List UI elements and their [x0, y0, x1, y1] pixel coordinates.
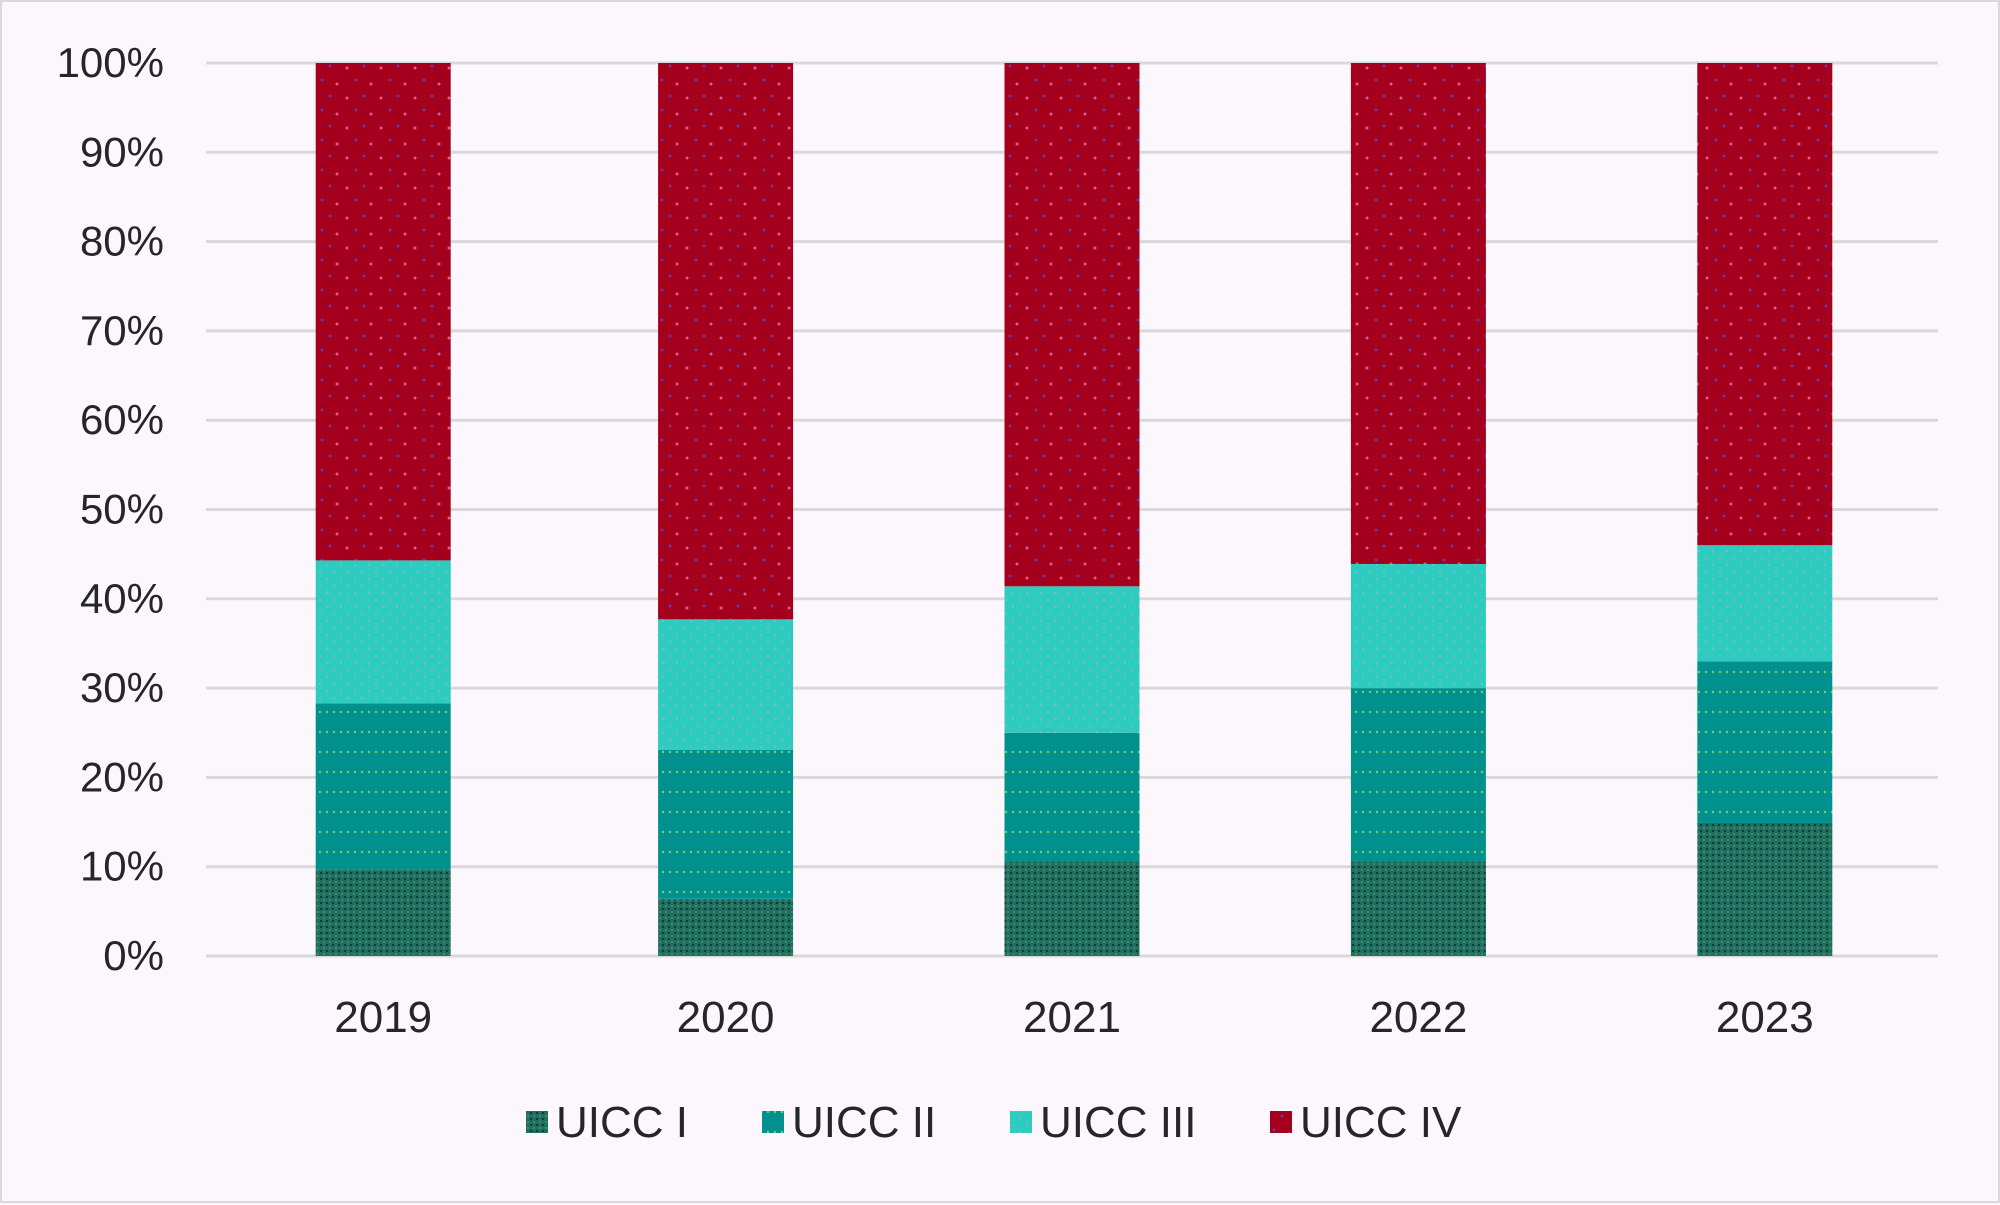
bar-segment-uicc-iii-2021: [1004, 586, 1140, 733]
legend-item-uicc-i: UICC I: [526, 1098, 688, 1147]
y-tick-label: 70%: [80, 307, 164, 354]
bar-segment-uicc-iii-2023: [1697, 545, 1833, 662]
bar-segment-uicc-ii-2021: [1004, 732, 1140, 862]
bar-segment-uicc-iv-2022: [1350, 63, 1486, 564]
bar-segment-uicc-iv-2023: [1697, 63, 1833, 546]
x-tick-label: 2020: [677, 993, 775, 1042]
legend-swatch: [1010, 1111, 1032, 1133]
y-tick-label: 50%: [80, 486, 164, 533]
legend-swatch: [762, 1111, 784, 1133]
legend-label: UICC IV: [1300, 1098, 1462, 1147]
bar-segment-uicc-iv-2019: [315, 63, 451, 561]
bar-segment-uicc-ii-2023: [1697, 661, 1833, 823]
bar-segment-uicc-iii-2019: [315, 560, 451, 704]
legend-swatch: [1270, 1111, 1292, 1133]
y-tick-label: 80%: [80, 218, 164, 265]
bar-segment-uicc-i-2021: [1004, 861, 1140, 956]
legend-item-uicc-iv: UICC IV: [1270, 1098, 1462, 1147]
y-tick-label: 100%: [57, 39, 164, 86]
bar-segment-uicc-iii-2020: [658, 619, 794, 750]
bar-segment-uicc-ii-2022: [1350, 688, 1486, 862]
legend-swatch: [526, 1111, 548, 1133]
legend-label: UICC I: [556, 1098, 688, 1147]
legend-item-uicc-ii: UICC II: [762, 1098, 936, 1147]
x-tick-label: 2019: [334, 993, 432, 1042]
bar-segment-uicc-iii-2022: [1350, 563, 1486, 689]
y-tick-label: 20%: [80, 753, 164, 800]
y-tick-label: 30%: [80, 664, 164, 711]
legend-label: UICC II: [792, 1098, 936, 1147]
bar-segment-uicc-i-2019: [315, 869, 451, 956]
bar-segment-uicc-iv-2020: [658, 63, 794, 620]
bar-segment-uicc-ii-2019: [315, 703, 451, 870]
bar-segment-uicc-i-2023: [1697, 822, 1833, 956]
y-tick-label: 90%: [80, 128, 164, 175]
x-tick-label: 2023: [1716, 993, 1814, 1042]
y-tick-label: 0%: [103, 932, 164, 979]
legend-label: UICC III: [1040, 1098, 1196, 1147]
bar-segment-uicc-i-2022: [1350, 861, 1486, 956]
bar-segment-uicc-ii-2020: [658, 749, 794, 899]
y-tick-label: 40%: [80, 575, 164, 622]
legend-item-uicc-iii: UICC III: [1010, 1098, 1196, 1147]
y-tick-label: 60%: [80, 396, 164, 443]
x-tick-label: 2022: [1369, 993, 1467, 1042]
bar-segment-uicc-iv-2021: [1004, 63, 1140, 587]
y-tick-label: 10%: [80, 843, 164, 890]
x-tick-label: 2021: [1023, 993, 1121, 1042]
bar-segment-uicc-i-2020: [658, 898, 794, 956]
